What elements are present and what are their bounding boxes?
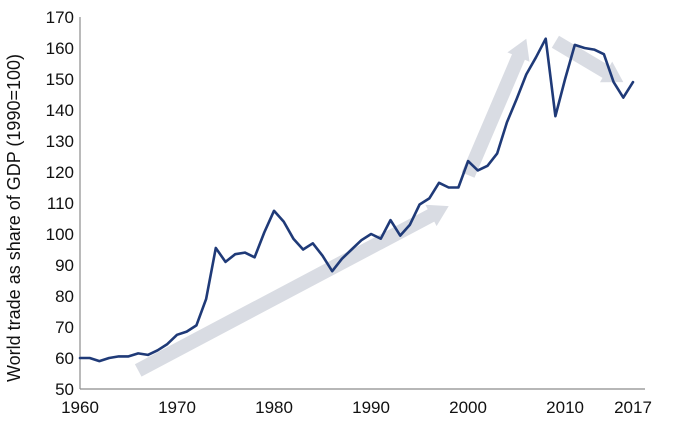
y-tick-label: 160 [46, 39, 74, 58]
y-tick-label: 110 [47, 194, 74, 213]
y-tick-label: 120 [46, 163, 74, 182]
y-tick-label: 60 [55, 349, 74, 368]
y-tick-label: 100 [46, 225, 74, 244]
x-tick-label: 1980 [255, 398, 293, 417]
y-tick-label: 80 [55, 287, 74, 306]
x-tick-label: 1960 [61, 398, 99, 417]
y-axis-title: World trade as share of GDP (1990=100) [4, 54, 24, 382]
y-tick-label: 130 [46, 132, 74, 151]
y-tick-label: 70 [55, 318, 74, 337]
trend-arrow-3 [551, 35, 624, 83]
y-tick-label: 90 [55, 256, 74, 275]
series-layer [78, 37, 635, 363]
trend-arrow-1 [134, 204, 449, 377]
trend-arrows [134, 35, 624, 377]
y-tick-label: 170 [46, 8, 74, 27]
axes [79, 17, 645, 390]
y-tick-label: 150 [46, 70, 74, 89]
x-tick-label: 2010 [546, 398, 584, 417]
y-tick-label: 50 [55, 380, 74, 399]
x-tick-label: 2000 [449, 398, 487, 417]
x-tick-label: 1970 [158, 398, 196, 417]
y-tick-label: 140 [46, 101, 74, 120]
tick-labels: 50 60 70 80 90 100 110 120 130 140 150 160 170 1960 19… [46, 8, 652, 417]
x-tick-label: 1990 [352, 398, 390, 417]
x-tick-label: 2017 [614, 398, 652, 417]
series-line-1 [78, 37, 635, 363]
trend-arrow-2 [461, 38, 530, 178]
